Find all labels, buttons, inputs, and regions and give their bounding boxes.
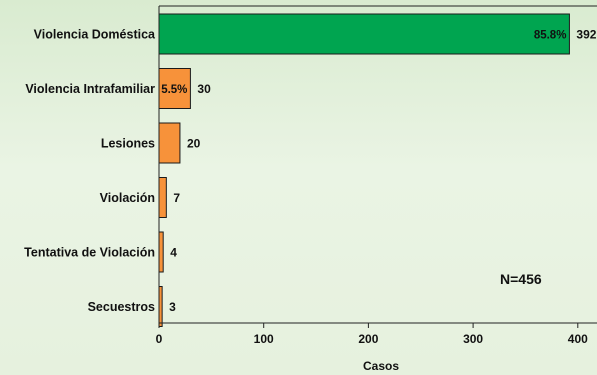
bar	[158, 13, 570, 55]
value-label: 7	[173, 191, 180, 205]
bar	[158, 177, 167, 218]
sample-size-note: N=456	[500, 271, 542, 287]
value-label: 4	[170, 246, 177, 260]
value-label: 30	[197, 82, 211, 96]
category-label: Violación	[100, 191, 155, 205]
percent-label: 5.5%	[161, 84, 187, 96]
percent-label: 85.8%	[534, 30, 567, 42]
category-label: Lesiones	[101, 137, 155, 151]
category-label: Violencia Doméstica	[34, 28, 156, 42]
value-label: 392	[576, 28, 596, 42]
value-label: 20	[187, 137, 201, 151]
bar	[158, 231, 164, 273]
x-tick-label: 300	[463, 332, 483, 346]
x-tick-label: 400	[568, 332, 588, 346]
x-tick-label: 0	[156, 332, 163, 346]
category-label: Violencia Intrafamiliar	[25, 82, 155, 96]
bar	[158, 122, 181, 164]
category-label: Tentativa de Violación	[24, 246, 155, 260]
value-label: 3	[169, 300, 176, 314]
x-axis: 0 100 200 300 400	[156, 6, 597, 346]
category-label: Secuestros	[88, 300, 155, 314]
x-tick-label: 100	[254, 332, 274, 346]
x-axis-title: Casos	[363, 359, 399, 373]
category-labels: Violencia Doméstica 85.8% 392 Violencia Int…	[24, 28, 597, 315]
bars	[158, 13, 570, 327]
x-tick-label: 200	[358, 332, 378, 346]
